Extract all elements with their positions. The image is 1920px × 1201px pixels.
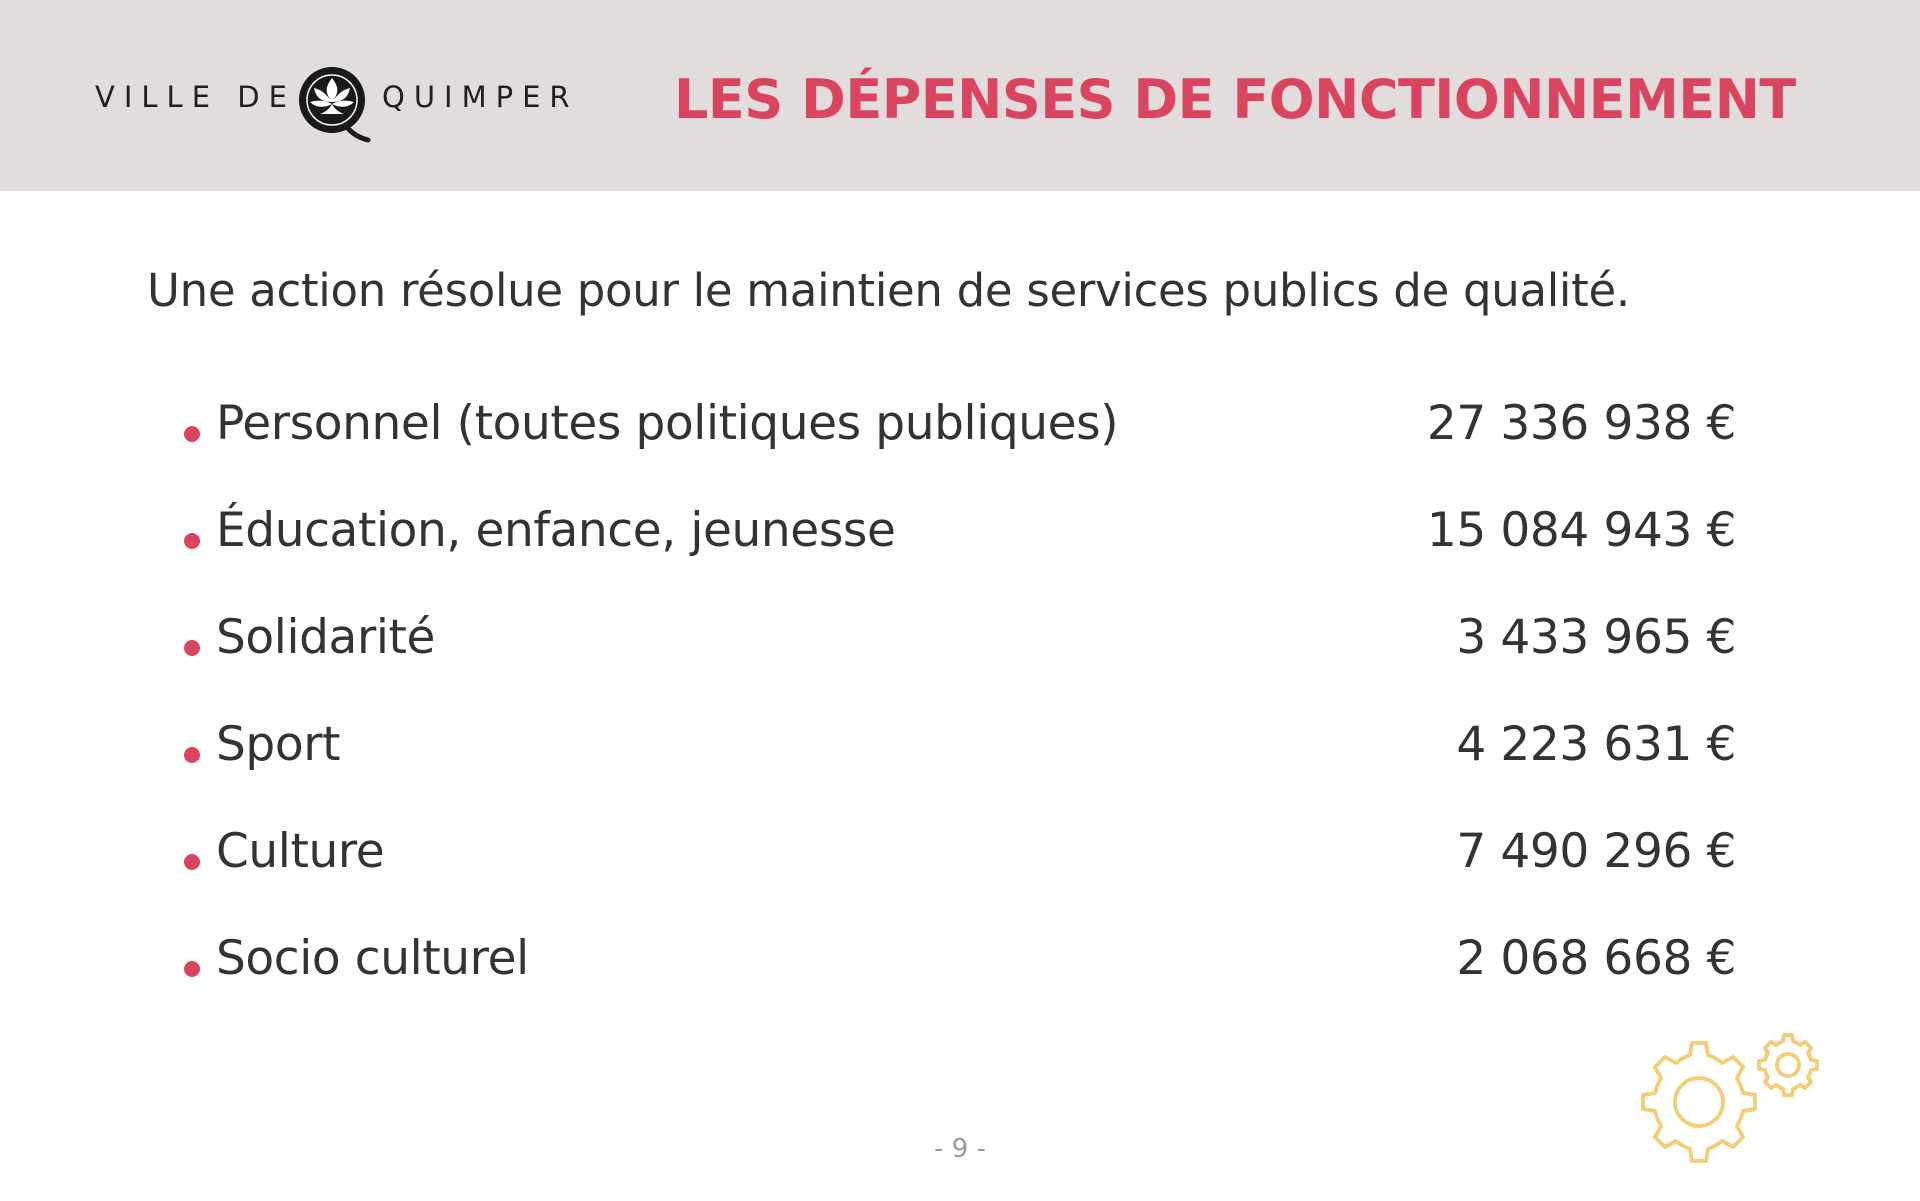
expense-amount: 3 433 965 €: [1456, 610, 1736, 665]
bullet-icon: [184, 961, 200, 977]
expense-row-socio-culturel: Socio culturel 2 068 668 €: [178, 931, 1738, 1038]
gears-icon: [1640, 1025, 1830, 1175]
expense-row-solidarite: Solidarité 3 433 965 €: [178, 610, 1738, 717]
bullet-icon: [184, 426, 200, 442]
expense-amount: 7 490 296 €: [1456, 824, 1736, 879]
expense-row-culture: Culture 7 490 296 €: [178, 824, 1738, 931]
bullet-icon: [184, 747, 200, 763]
expense-row-education: Éducation, enfance, jeunesse 15 084 943 …: [178, 503, 1738, 610]
subtitle: Une action résolue pour le maintien de s…: [147, 264, 1630, 317]
expense-amount: 27 336 938 €: [1426, 396, 1737, 451]
expense-label: Solidarité: [216, 610, 436, 665]
page-number: - 9 -: [934, 1134, 986, 1164]
expense-label: Personnel (toutes politiques publiques): [216, 396, 1119, 451]
ville-de-quimper-logo: VILLE DE QUIMPER: [95, 62, 585, 146]
expense-label: Éducation, enfance, jeunesse: [216, 503, 896, 558]
expense-label: Sport: [216, 717, 341, 772]
header-band: VILLE DE QUIMPER LES DÉPENSES DE FONCTIO…: [0, 0, 1920, 191]
expense-amount: 15 084 943 €: [1426, 503, 1737, 558]
bullet-icon: [184, 533, 200, 549]
bullet-icon: [184, 640, 200, 656]
expense-row-sport: Sport 4 223 631 €: [178, 717, 1738, 824]
expense-amount: 4 223 631 €: [1456, 717, 1736, 772]
page-title: LES DÉPENSES DE FONCTIONNEMENT: [674, 68, 1796, 131]
expense-list: Personnel (toutes politiques publiques) …: [178, 396, 1738, 1038]
bullet-icon: [184, 854, 200, 870]
expense-label: Socio culturel: [216, 931, 529, 986]
logo-text-left: VILLE DE: [95, 80, 296, 114]
expense-label: Culture: [216, 824, 385, 879]
expense-row-personnel: Personnel (toutes politiques publiques) …: [178, 396, 1738, 503]
quimper-emblem-icon: [290, 62, 374, 146]
logo-text-right: QUIMPER: [382, 80, 579, 114]
expense-amount: 2 068 668 €: [1456, 931, 1736, 986]
